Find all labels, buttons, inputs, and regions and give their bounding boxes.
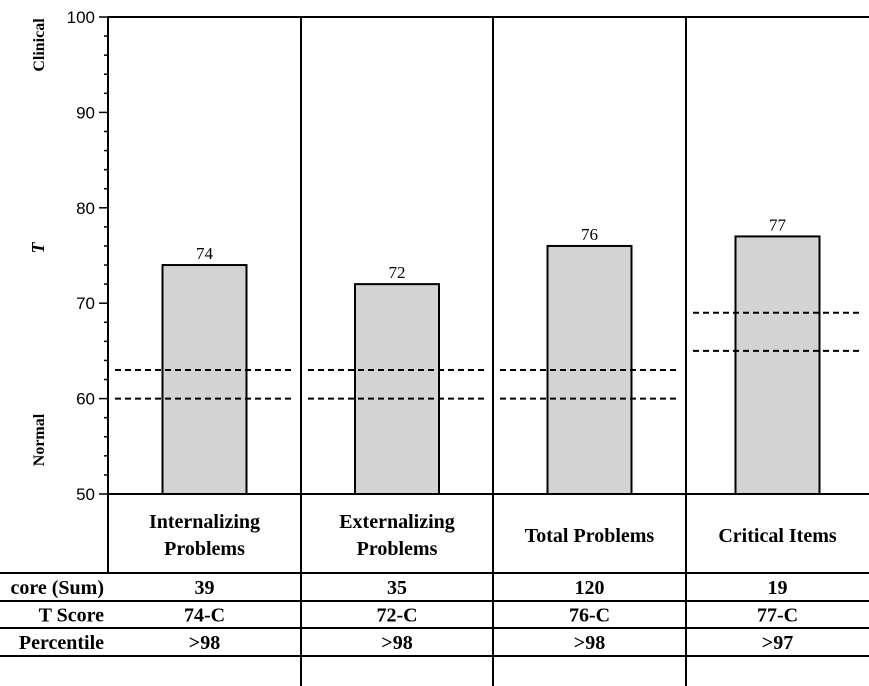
table-cell: >98 bbox=[574, 632, 605, 654]
table-row-label: Percentile bbox=[19, 632, 104, 654]
table-cell: 35 bbox=[387, 577, 407, 599]
table-cell: >97 bbox=[762, 632, 793, 654]
bar-value-label: 72 bbox=[389, 263, 406, 282]
y-tick-label: 90 bbox=[76, 103, 95, 122]
table-row-label: T Score bbox=[39, 605, 104, 627]
table-cell: 39 bbox=[195, 577, 215, 599]
bar-3 bbox=[734, 235, 821, 495]
y-tick-label: 80 bbox=[76, 199, 95, 218]
category-label: Internalizing bbox=[149, 511, 260, 533]
y-tick-label: 60 bbox=[76, 390, 95, 409]
table-cell: 77-C bbox=[757, 605, 798, 627]
category-label: Externalizing bbox=[339, 511, 455, 533]
bar-value-label: 77 bbox=[769, 215, 787, 234]
bar-1 bbox=[354, 283, 440, 495]
table-cell: 74-C bbox=[184, 605, 225, 627]
table-cell: 120 bbox=[575, 577, 605, 599]
table-cell: 76-C bbox=[569, 605, 610, 627]
clinical-range-label: Clinical bbox=[31, 18, 48, 72]
bar-value-label: 74 bbox=[196, 244, 214, 263]
bar-value-label: 76 bbox=[581, 225, 598, 244]
table-row-label: core (Sum) bbox=[11, 577, 105, 599]
normal-range-label: Normal bbox=[31, 413, 48, 466]
table-cell: >98 bbox=[189, 632, 220, 654]
bar-0 bbox=[161, 264, 248, 496]
y-tick-label: 50 bbox=[76, 485, 95, 504]
category-label: Total Problems bbox=[525, 525, 655, 547]
y-tick-label: 100 bbox=[67, 8, 95, 27]
table-cell: >98 bbox=[381, 632, 412, 654]
y-axis-label: T bbox=[28, 242, 48, 254]
y-tick-label: 70 bbox=[76, 294, 95, 313]
category-label: Critical Items bbox=[718, 525, 837, 547]
table-cell: 19 bbox=[768, 577, 788, 599]
table-cell: 72-C bbox=[376, 605, 417, 627]
category-label: Problems bbox=[164, 538, 245, 560]
category-label: Problems bbox=[357, 538, 438, 560]
